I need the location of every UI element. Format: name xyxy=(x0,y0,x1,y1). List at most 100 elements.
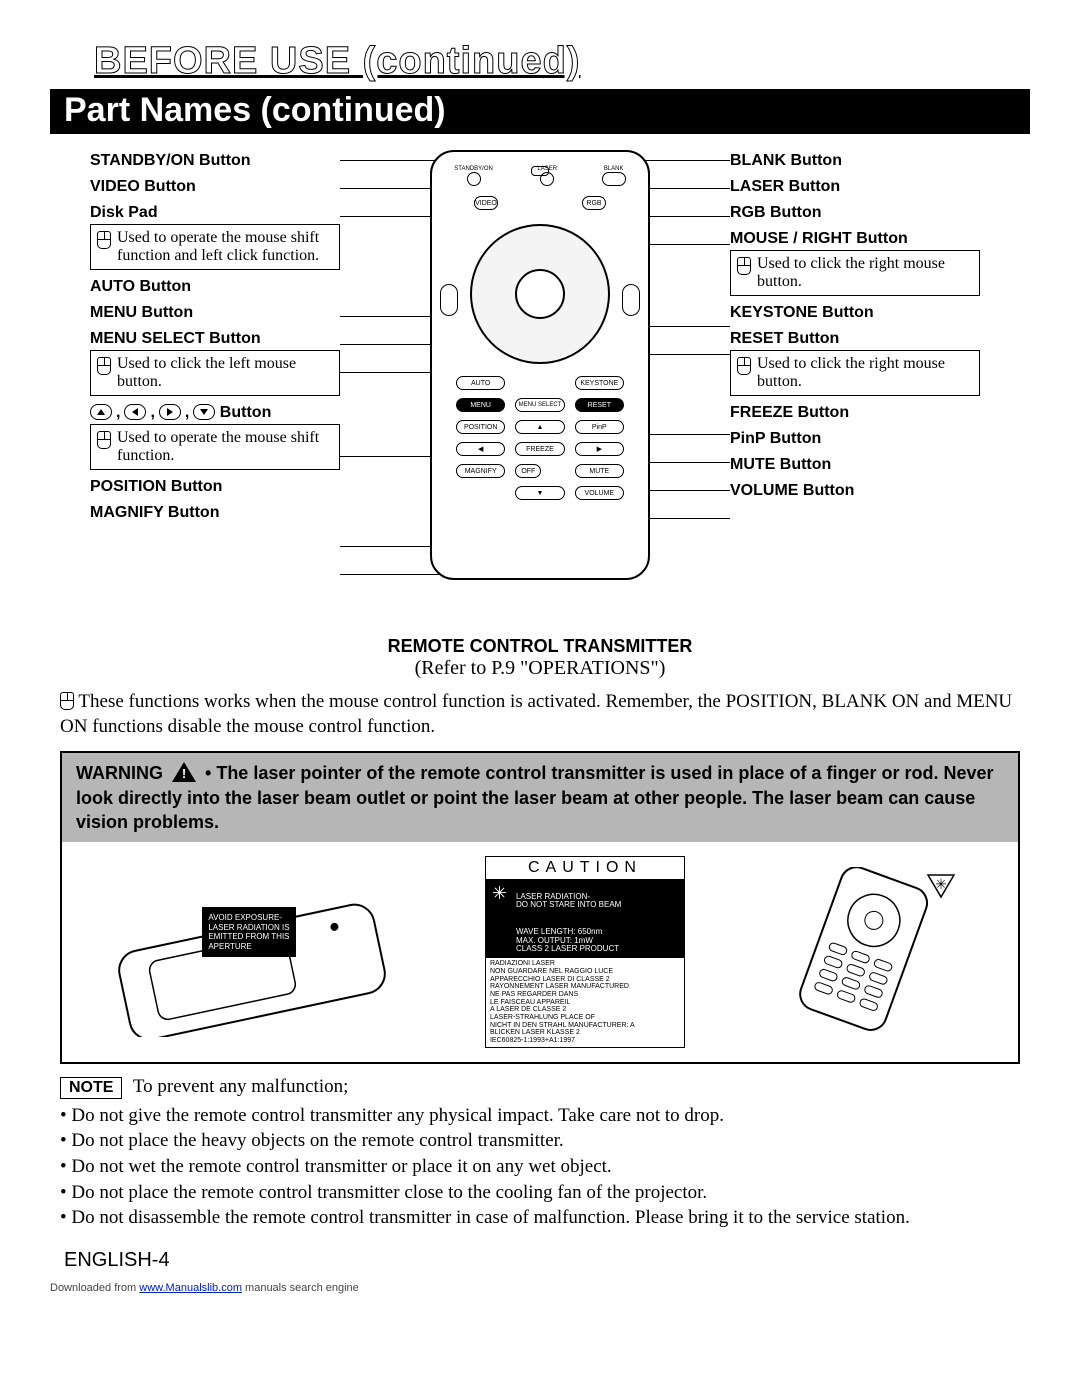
remote-back-illustration: AVOID EXPOSURE- LASER RADIATION IS EMITT… xyxy=(112,867,392,1037)
diskpad-callout-text: Used to operate the mouse shift function… xyxy=(117,229,333,265)
menu-label: MENU Button xyxy=(90,304,340,322)
nav-button-icon: ▲ xyxy=(515,420,564,434)
remote-front-svg: ✳ xyxy=(778,867,968,1037)
note-bullet: • Do not place the heavy objects on the … xyxy=(60,1128,1020,1154)
left-side-button-icon xyxy=(440,284,458,316)
reset-callout: Used to click the right mouse button. xyxy=(730,350,980,396)
mouse-icon xyxy=(97,357,111,375)
volume-label: VOLUME Button xyxy=(730,482,980,500)
standby-label: STANDBY/ON Button xyxy=(90,152,340,170)
page-footer: Downloaded from www.Manualslib.com manua… xyxy=(50,1282,1030,1294)
warning-triangle-icon xyxy=(172,762,196,782)
remote-caption-title: REMOTE CONTROL TRANSMITTER xyxy=(50,636,1030,657)
freeze-label: FREEZE Button xyxy=(730,404,980,422)
caution-body-1: LASER RADIATION- DO NOT STARE INTO BEAM xyxy=(516,892,621,910)
position-button-icon: POSITION xyxy=(456,420,505,434)
arrows-callout-text: Used to operate the mouse shift function… xyxy=(117,429,333,465)
magnify-button-icon: MAGNIFY xyxy=(456,464,505,478)
mouse-icon xyxy=(97,431,111,449)
pinp-button-icon: PinP xyxy=(575,420,624,434)
standby-button-icon xyxy=(467,172,481,186)
mute-button-icon: MUTE xyxy=(575,464,624,478)
nav-button-icon: ▼ xyxy=(515,486,564,500)
caution-title: CAUTION xyxy=(486,857,684,880)
note-bullets: • Do not give the remote control transmi… xyxy=(60,1103,1020,1231)
remote-front-illustration: ✳ xyxy=(778,867,968,1037)
mouse-icon xyxy=(60,692,74,710)
keystone-button-icon: KEYSTONE xyxy=(575,376,624,390)
right-arrow-icon xyxy=(159,404,181,420)
page-number: ENGLISH-4 xyxy=(64,1249,1030,1272)
volume-button-icon: VOLUME xyxy=(575,486,624,500)
note-line: NOTE To prevent any malfunction; xyxy=(60,1076,1020,1099)
magnify-label: MAGNIFY Button xyxy=(90,504,340,522)
mouse-right-callout: Used to click the right mouse button. xyxy=(730,250,980,296)
video-label: VIDEO Button xyxy=(90,178,340,196)
caution-label-panel: CAUTION LASER RADIATION- DO NOT STARE IN… xyxy=(485,856,685,1048)
position-label: POSITION Button xyxy=(90,478,340,496)
remote-illustration: STANDBY/ON LASER BLANK VIDEO RGB xyxy=(430,150,650,580)
nav-button-icon: ▶ xyxy=(575,442,624,456)
video-button-icon: VIDEO xyxy=(474,196,498,210)
menu-select-callout: Used to click the left mouse button. xyxy=(90,350,340,396)
warning-text: • The laser pointer of the remote contro… xyxy=(76,763,993,832)
arrow-buttons-label: , , , Button xyxy=(90,404,340,422)
note-bullet: • Do not wet the remote control transmit… xyxy=(60,1154,1020,1180)
down-arrow-icon xyxy=(193,404,215,420)
arrows-callout: Used to operate the mouse shift function… xyxy=(90,424,340,470)
disk-pad-icon xyxy=(470,224,610,364)
laser-label: LASER Button xyxy=(730,178,980,196)
mute-label: MUTE Button xyxy=(730,456,980,474)
arrow-icons: , , , xyxy=(90,404,215,422)
footer-prefix: Downloaded from xyxy=(50,1282,139,1294)
remote-callout-diagram: STANDBY/ON Button VIDEO Button Disk Pad … xyxy=(50,146,1030,626)
tiny-caption: LASER xyxy=(537,166,557,172)
svg-text:✳: ✳ xyxy=(935,876,947,892)
remote-button-grid: AUTO KEYSTONE MENU MENU SELECT RESET POS… xyxy=(456,376,624,500)
section-title: Part Names (continued) xyxy=(50,89,1030,134)
footer-suffix: manuals search engine xyxy=(242,1282,359,1294)
leader-line xyxy=(340,160,440,161)
menu-select-callout-text: Used to click the left mouse button. xyxy=(117,355,333,391)
remote-caption-sub: (Refer to P.9 "OPERATIONS") xyxy=(50,657,1030,680)
warning-block: WARNING • The laser pointer of the remot… xyxy=(60,751,1020,1063)
freeze-button-icon: FREEZE xyxy=(515,442,564,456)
blank-label: BLANK Button xyxy=(730,152,980,170)
caution-body: LASER RADIATION- DO NOT STARE INTO BEAM … xyxy=(486,880,684,958)
reset-button-icon: RESET xyxy=(575,398,624,412)
menu-button-icon: MENU xyxy=(456,398,505,412)
remote-top-row: STANDBY/ON LASER BLANK xyxy=(432,166,648,186)
keystone-label: KEYSTONE Button xyxy=(730,304,980,322)
caution-body-2: WAVE LENGTH: 650nm MAX. OUTPUT: 1mW CLAS… xyxy=(516,927,619,954)
laser-burst-icon xyxy=(492,884,510,902)
mouse-function-note: These functions works when the mouse con… xyxy=(60,690,1020,739)
pinp-label: PinP Button xyxy=(730,430,980,448)
diskpad-label: Disk Pad xyxy=(90,204,340,222)
aperture-warning-label: AVOID EXPOSURE- LASER RADIATION IS EMITT… xyxy=(202,907,296,957)
auto-button-icon: AUTO xyxy=(456,376,505,390)
off-button-icon: OFF xyxy=(515,464,541,478)
mouse-icon xyxy=(97,231,111,249)
reset-label: RESET Button xyxy=(730,330,980,348)
warning-head: WARNING • The laser pointer of the remot… xyxy=(62,753,1018,842)
nav-button-icon: ◀ xyxy=(456,442,505,456)
tiny-caption: STANDBY/ON xyxy=(454,166,493,172)
reset-callout-text: Used to click the right mouse button. xyxy=(757,355,973,391)
right-label-column: BLANK Button LASER Button RGB Button MOU… xyxy=(730,146,980,502)
left-label-column: STANDBY/ON Button VIDEO Button Disk Pad … xyxy=(90,146,340,524)
menu-select-button-icon: MENU SELECT xyxy=(515,398,564,412)
warning-lead: WARNING xyxy=(76,763,163,783)
auto-label: AUTO Button xyxy=(90,278,340,296)
mouse-right-callout-text: Used to click the right mouse button. xyxy=(757,255,973,291)
remote-input-row: VIDEO RGB xyxy=(432,196,648,210)
mouse-icon xyxy=(737,357,751,375)
chapter-title: BEFORE USE (continued) xyxy=(94,40,1030,83)
footer-link[interactable]: www.Manualslib.com xyxy=(139,1282,242,1294)
right-side-button-icon xyxy=(622,284,640,316)
laser-button-icon xyxy=(540,172,554,186)
caution-figure: AVOID EXPOSURE- LASER RADIATION IS EMITT… xyxy=(62,842,1018,1062)
mouse-right-label: MOUSE / RIGHT Button xyxy=(730,230,980,248)
arrow-suffix: Button xyxy=(215,404,271,421)
tiny-caption: BLANK xyxy=(602,166,626,172)
note-badge: NOTE xyxy=(60,1077,122,1099)
